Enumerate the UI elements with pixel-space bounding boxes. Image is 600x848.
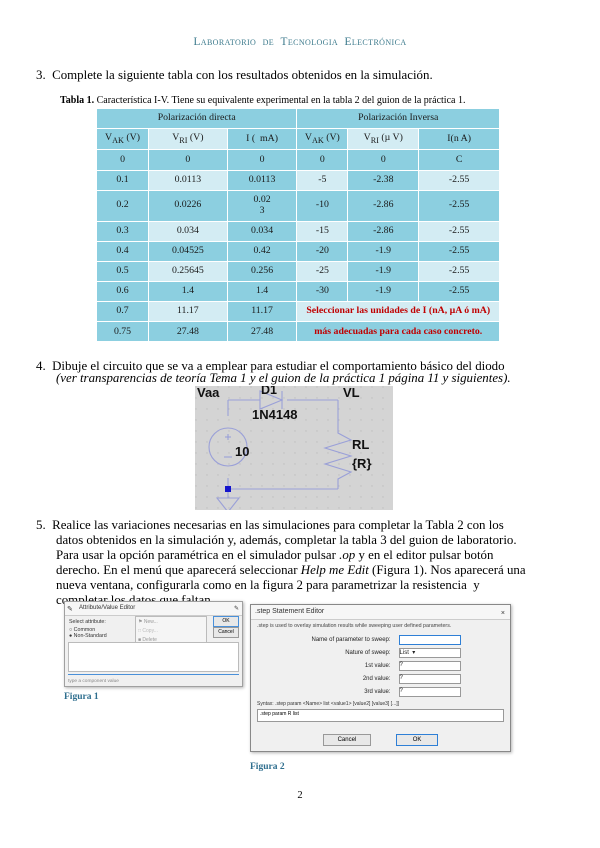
svg-text:10: 10 bbox=[235, 444, 249, 459]
svg-text:Vaa: Vaa bbox=[197, 386, 220, 400]
svg-text:1N4148: 1N4148 bbox=[252, 407, 298, 422]
svg-text:VL: VL bbox=[343, 386, 360, 400]
svg-text:RL: RL bbox=[352, 437, 369, 452]
svg-text:{R}: {R} bbox=[352, 456, 372, 471]
svg-text:D1: D1 bbox=[261, 386, 277, 397]
